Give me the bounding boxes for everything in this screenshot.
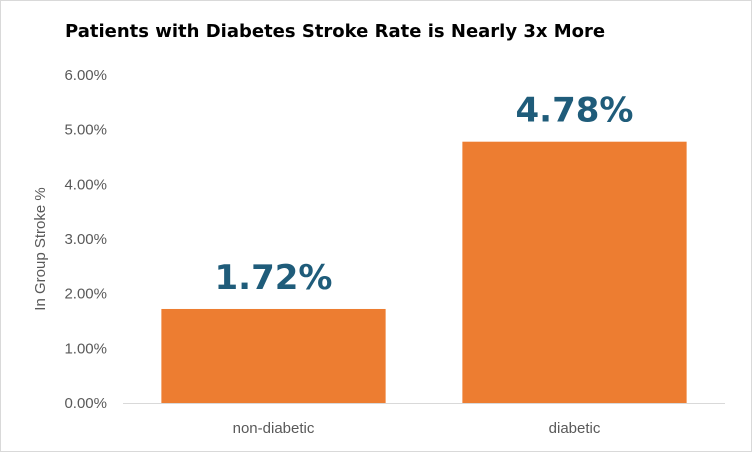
- y-tick-label: 2.00%: [64, 286, 107, 303]
- x-category-label: diabetic: [549, 420, 601, 437]
- y-axis-title: In Group Stroke %: [32, 187, 49, 310]
- y-tick-label: 4.00%: [64, 176, 107, 193]
- y-tick-label: 5.00%: [64, 122, 107, 139]
- y-tick-label: 6.00%: [64, 67, 107, 84]
- x-category-label: non-diabetic: [233, 420, 315, 437]
- y-tick-label: 3.00%: [64, 231, 107, 248]
- bar-non-diabetic: [161, 308, 386, 403]
- chart-title: Patients with Diabetes Stroke Rate is Ne…: [65, 21, 606, 42]
- bar-diabetic: [462, 141, 687, 403]
- data-label: 1.72%: [215, 258, 333, 298]
- y-tick-label: 1.00%: [64, 340, 107, 357]
- data-label: 4.78%: [516, 91, 634, 131]
- y-tick-label: 0.00%: [64, 395, 107, 412]
